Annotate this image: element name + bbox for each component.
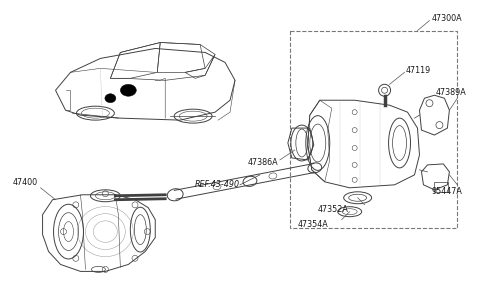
Text: 47352A: 47352A bbox=[318, 205, 348, 214]
Bar bbox=[434, 182, 448, 192]
Text: 47389A: 47389A bbox=[435, 88, 466, 97]
Text: 47386A: 47386A bbox=[248, 159, 278, 167]
Text: REF.43-490: REF.43-490 bbox=[195, 180, 240, 189]
Bar bbox=[290, 30, 457, 228]
Text: 95447A: 95447A bbox=[432, 187, 462, 196]
Ellipse shape bbox=[105, 94, 116, 103]
Ellipse shape bbox=[120, 84, 136, 96]
Text: 47119: 47119 bbox=[406, 66, 431, 75]
Text: 47300A: 47300A bbox=[432, 14, 462, 23]
Text: 47354A: 47354A bbox=[298, 220, 329, 229]
Text: 47400: 47400 bbox=[12, 178, 38, 187]
